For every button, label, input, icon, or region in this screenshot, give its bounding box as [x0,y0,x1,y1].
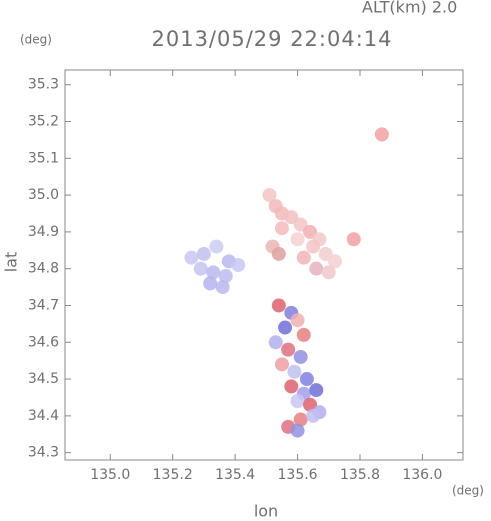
echo-point [268,335,283,350]
echo-point [193,261,208,276]
echo-point [374,127,389,142]
plot-frame [64,69,464,461]
x-tick-label: 135.6 [278,467,318,483]
echo-point [274,221,289,236]
annotation: ALT(km) 2.0 [362,0,457,17]
y-tick-label: 34.9 [28,224,59,240]
x-unit: (deg) [452,484,484,498]
chart-title: 2013/05/29 22:04:14 [151,27,392,51]
x-tick-label: 135.8 [340,467,380,483]
echo-point [284,210,299,225]
echo-point [278,320,293,335]
echo-point [281,342,296,357]
y-tick-label: 35.1 [28,150,59,166]
echo-point [274,357,289,372]
echo-point [231,258,246,272]
y-tick-label: 34.3 [28,445,59,461]
echo-point [306,239,321,254]
echo-point [296,250,311,265]
echo-point [218,269,233,284]
echo-point [209,239,224,254]
echo-point [318,246,333,261]
x-tick-label: 135.2 [153,467,193,483]
x-axis-label: lon [254,502,278,521]
echo-point [296,327,311,342]
echo-point [309,383,324,398]
echo-point [293,217,308,232]
y-tick-label: 34.8 [28,261,59,277]
echo-point [299,372,314,387]
y-tick-label: 34.4 [28,408,59,424]
echo-point [262,188,277,203]
x-tick-label: 135.0 [90,467,130,483]
x-tick-label: 136.0 [402,467,442,483]
x-tick-label: 135.4 [215,467,255,483]
echo-point [293,349,308,364]
echo-point [184,250,199,265]
echo-point [196,246,211,261]
echo-point [321,265,336,280]
y-tick-label: 35.2 [28,114,59,130]
echo-point [290,423,305,438]
echo-point [290,313,305,328]
echo-point [271,246,286,261]
echo-point [215,280,230,295]
echo-point [303,397,318,412]
echo-point [346,232,361,247]
echo-point [203,276,218,291]
y-tick-label: 34.7 [28,297,59,313]
y-tick-label: 35.0 [28,187,59,203]
echo-point [290,394,305,409]
y-unit: (deg) [20,33,52,47]
echo-point [290,232,305,247]
echo-point [271,298,286,313]
y-tick-label: 34.6 [28,334,59,350]
echo-point [309,261,324,276]
echo-point [287,364,302,379]
y-tick-label: 35.3 [28,77,59,93]
echo-point [284,379,299,394]
echo-point [303,224,318,239]
echo-point [206,265,221,280]
echo-point [328,254,343,269]
echo-point [306,408,321,423]
y-axis-label: lat [2,252,21,273]
echo-point [293,412,308,427]
y-tick-label: 34.5 [28,371,59,387]
